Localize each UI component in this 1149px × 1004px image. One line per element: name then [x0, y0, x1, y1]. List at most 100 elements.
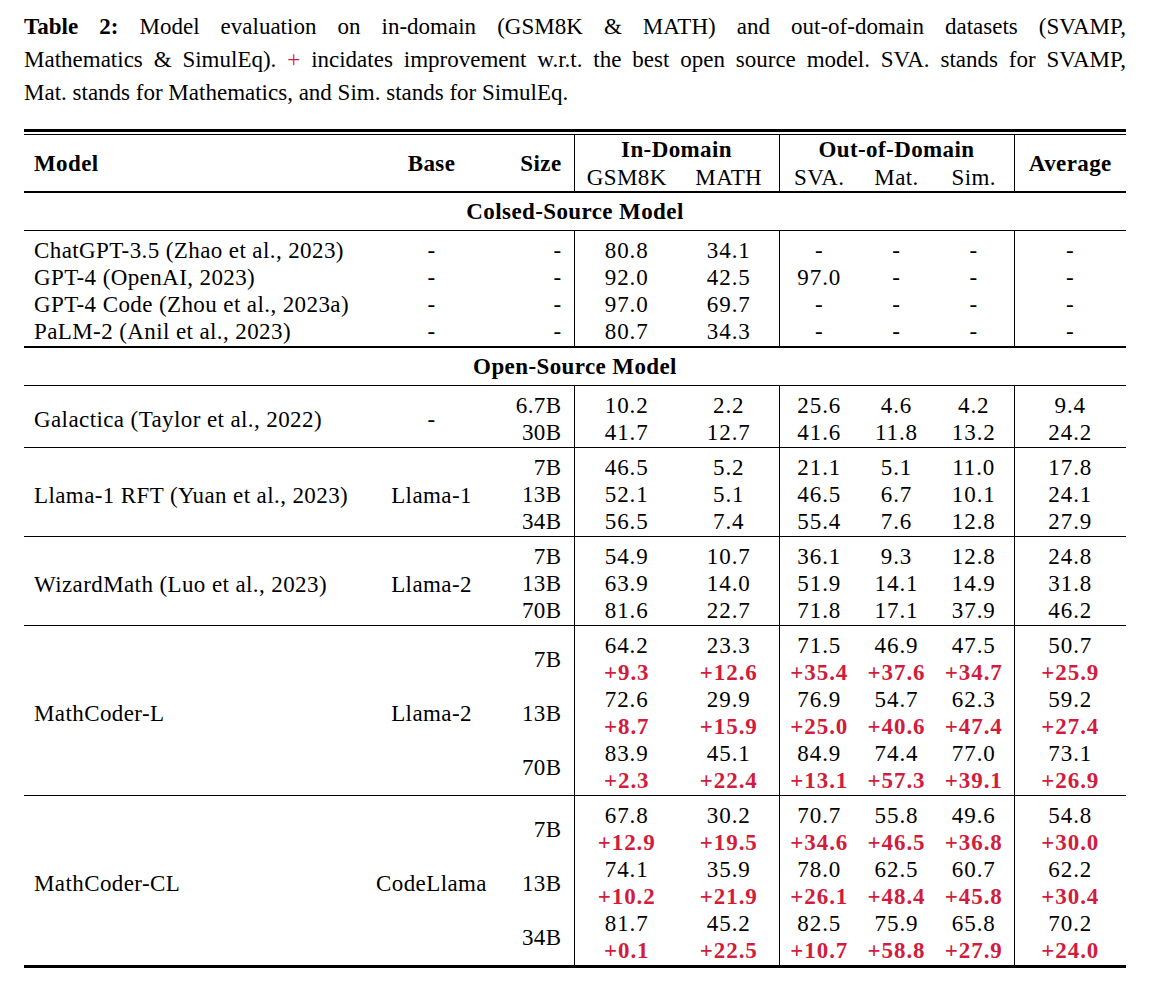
- value-cell: 7.4: [679, 508, 779, 537]
- value-cell: 92.0: [574, 264, 679, 291]
- delta-cell: +36.8: [934, 829, 1014, 856]
- value-cell: 13.2: [934, 419, 1014, 448]
- value-cell: 72.6: [574, 686, 679, 713]
- value-cell: 84.9: [779, 740, 859, 767]
- size-cell: 13B: [489, 570, 574, 597]
- size-cell: 6.7B: [489, 386, 574, 420]
- value-cell: 81.7: [574, 910, 679, 937]
- caption-text-line3: Mat. stands for Mathematics, and Sim. st…: [24, 80, 568, 105]
- header-math: MATH: [679, 163, 779, 192]
- base-cell: -: [374, 231, 489, 265]
- header-out-of-domain: Out-of-Domain: [779, 135, 1014, 163]
- delta-cell: +27.9: [934, 937, 1014, 967]
- model-cell: WizardMath (Luo et al., 2023): [24, 537, 374, 626]
- delta-cell: +22.4: [679, 767, 779, 796]
- value-cell: 45.2: [679, 910, 779, 937]
- value-cell: 10.1: [934, 481, 1014, 508]
- base-cell: Llama-2: [374, 626, 489, 796]
- value-cell: 75.9: [859, 910, 934, 937]
- size-cell: 7B: [489, 448, 574, 482]
- value-cell: 14.0: [679, 570, 779, 597]
- value-cell: 54.8: [1014, 796, 1126, 830]
- value-cell: 23.3: [679, 626, 779, 660]
- header-model: Model: [24, 135, 374, 192]
- size-cell: 30B: [489, 419, 574, 448]
- base-cell: Llama-2: [374, 537, 489, 626]
- delta-cell: +58.8: [859, 937, 934, 967]
- value-cell: -: [779, 231, 859, 265]
- delta-cell: +57.3: [859, 767, 934, 796]
- value-cell: 36.1: [779, 537, 859, 571]
- value-cell: 5.1: [679, 481, 779, 508]
- model-cell: MathCoder-CL: [24, 796, 374, 967]
- caption-label: Table 2:: [24, 14, 118, 39]
- value-cell: 46.5: [574, 448, 679, 482]
- value-cell: 69.7: [679, 291, 779, 318]
- base-cell: CodeLlama: [374, 796, 489, 967]
- table-row: Llama-1 RFT (Yuan et al., 2023)Llama-17B…: [24, 448, 1126, 482]
- value-cell: 5.1: [859, 448, 934, 482]
- value-cell: -: [934, 264, 1014, 291]
- delta-cell: +21.9: [679, 883, 779, 910]
- value-cell: 65.8: [934, 910, 1014, 937]
- delta-cell: +27.4: [1014, 713, 1126, 740]
- table-top-rule: [24, 129, 1126, 132]
- delta-cell: +34.7: [934, 659, 1014, 686]
- value-cell: 35.9: [679, 856, 779, 883]
- value-cell: 52.1: [574, 481, 679, 508]
- value-cell: 70.7: [779, 796, 859, 830]
- value-cell: 64.2: [574, 626, 679, 660]
- value-cell: 55.8: [859, 796, 934, 830]
- table-row: PaLM-2 (Anil et al., 2023)--80.734.3----: [24, 318, 1126, 347]
- table-row: ChatGPT-3.5 (Zhao et al., 2023)--80.834.…: [24, 231, 1126, 265]
- model-cell: MathCoder-L: [24, 626, 374, 796]
- section-row: Colsed-Source Model: [24, 192, 1126, 231]
- value-cell: 34.3: [679, 318, 779, 347]
- value-cell: 17.1: [859, 597, 934, 626]
- base-cell: -: [374, 264, 489, 291]
- size-cell: 7B: [489, 626, 574, 687]
- table-header: Model Base Size In-Domain Out-of-Domain …: [24, 135, 1126, 192]
- header-sim: Sim.: [934, 163, 1014, 192]
- value-cell: 62.5: [859, 856, 934, 883]
- model-cell: ChatGPT-3.5 (Zhao et al., 2023): [24, 231, 374, 265]
- value-cell: 56.5: [574, 508, 679, 537]
- value-cell: 41.7: [574, 419, 679, 448]
- delta-cell: +10.2: [574, 883, 679, 910]
- value-cell: 54.9: [574, 537, 679, 571]
- delta-cell: +22.5: [679, 937, 779, 967]
- value-cell: 97.0: [779, 264, 859, 291]
- value-cell: 67.8: [574, 796, 679, 830]
- value-cell: 77.0: [934, 740, 1014, 767]
- caption-line-1: Table 2: Model evaluation on in-domain (…: [24, 10, 1126, 43]
- section-row: Open-Source Model: [24, 347, 1126, 386]
- size-cell: 13B: [489, 481, 574, 508]
- value-cell: -: [859, 231, 934, 265]
- size-cell: 70B: [489, 597, 574, 626]
- delta-cell: +26.1: [779, 883, 859, 910]
- header-mat: Mat.: [859, 163, 934, 192]
- value-cell: 29.9: [679, 686, 779, 713]
- value-cell: 70.2: [1014, 910, 1126, 937]
- value-cell: 12.7: [679, 419, 779, 448]
- table-row: GPT-4 (OpenAI, 2023)--92.042.597.0---: [24, 264, 1126, 291]
- delta-cell: +34.6: [779, 829, 859, 856]
- delta-cell: +0.1: [574, 937, 679, 967]
- value-cell: -: [859, 291, 934, 318]
- base-cell: -: [374, 386, 489, 448]
- value-cell: 9.4: [1014, 386, 1126, 420]
- model-cell: PaLM-2 (Anil et al., 2023): [24, 318, 374, 347]
- value-cell: 24.1: [1014, 481, 1126, 508]
- value-cell: 4.6: [859, 386, 934, 420]
- value-cell: 62.2: [1014, 856, 1126, 883]
- value-cell: 80.7: [574, 318, 679, 347]
- caption-text-line1: Model evaluation on in-domain (GSM8K & M…: [139, 14, 1126, 39]
- value-cell: 71.5: [779, 626, 859, 660]
- value-cell: 9.3: [859, 537, 934, 571]
- value-cell: 50.7: [1014, 626, 1126, 660]
- value-cell: 24.8: [1014, 537, 1126, 571]
- caption-text-line2b: incidates improvement w.r.t. the best op…: [311, 47, 1126, 72]
- header-size: Size: [489, 135, 574, 192]
- value-cell: 6.7: [859, 481, 934, 508]
- delta-cell: +8.7: [574, 713, 679, 740]
